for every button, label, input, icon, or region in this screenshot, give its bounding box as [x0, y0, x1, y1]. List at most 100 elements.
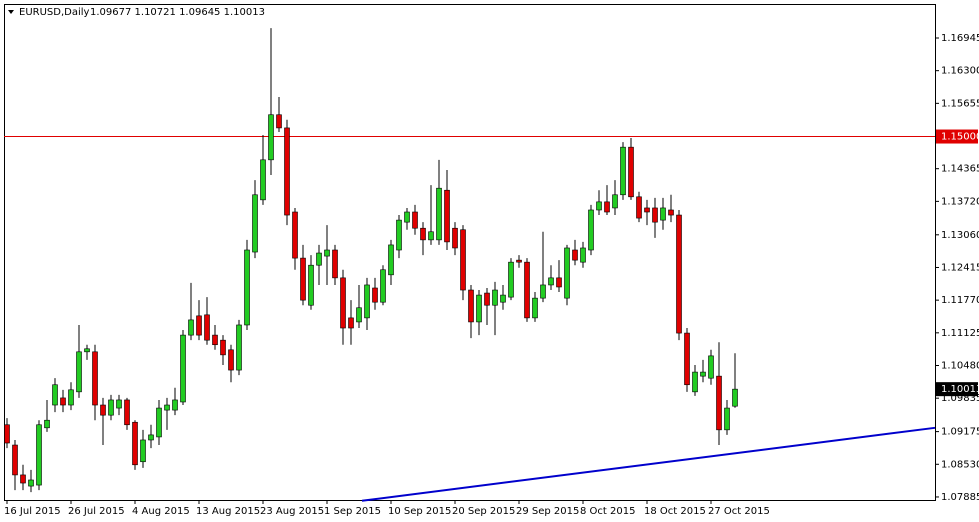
candle-body: [516, 259, 522, 263]
candle-body: [580, 247, 586, 263]
x-tick-label: 29 Sep 2015: [516, 506, 579, 517]
candle-body: [196, 315, 202, 336]
level-label: 1.15000: [941, 132, 979, 143]
candle-body: [644, 207, 650, 213]
candle-body: [476, 294, 482, 323]
candle-body: [92, 351, 98, 406]
candle-body: [36, 424, 42, 486]
candle-body: [76, 351, 82, 393]
candle-body: [100, 404, 106, 416]
candle-body: [388, 244, 394, 276]
candle-body: [604, 201, 610, 213]
candle-body: [172, 399, 178, 411]
y-tick-label: 1.15655: [941, 98, 979, 109]
candle-body: [340, 277, 346, 329]
y-tick-label: 1.14365: [941, 164, 979, 175]
candle-body: [292, 211, 298, 259]
candle-body: [684, 332, 690, 386]
candle-body: [332, 249, 338, 279]
x-tick-label: 16 Jul 2015: [4, 506, 61, 517]
candle-body: [628, 146, 634, 198]
plot-frame: [4, 4, 936, 501]
candle-body: [732, 388, 738, 407]
candle-body: [660, 207, 666, 221]
x-tick-label: 4 Aug 2015: [132, 506, 190, 517]
candle-body: [572, 249, 578, 261]
candle-body: [436, 187, 442, 241]
candle-body: [676, 214, 682, 334]
x-tick-label: 8 Oct 2015: [580, 506, 635, 517]
candle-body: [276, 114, 282, 129]
trendline: [361, 426, 936, 502]
candle-body: [188, 319, 194, 336]
candle-body: [12, 444, 18, 476]
x-tick-label: 1 Sep 2015: [324, 506, 381, 517]
candle-body: [20, 474, 26, 484]
candle-body: [708, 355, 714, 379]
candle-body: [156, 407, 162, 438]
candle-body: [428, 231, 434, 241]
candle-body: [548, 277, 554, 286]
x-tick-label: 27 Oct 2015: [708, 506, 770, 517]
candle-body: [268, 114, 274, 161]
candle-body: [404, 211, 410, 223]
candle-body: [284, 127, 290, 216]
x-tick-label: 13 Aug 2015: [196, 506, 260, 517]
candle-body: [180, 334, 186, 403]
y-tick-label: 1.09835: [941, 393, 979, 404]
candle-body: [220, 339, 226, 356]
y-tick-label: 1.10480: [941, 361, 979, 372]
candle-body: [396, 219, 402, 251]
x-tick-label: 10 Sep 2015: [388, 506, 451, 517]
last-price-label: 1.10013: [941, 384, 979, 395]
candle-body: [300, 257, 306, 301]
candle-body: [4, 424, 10, 444]
candle-body: [124, 399, 130, 426]
candle-body: [540, 284, 546, 299]
ohlc-info: 1.09677 1.10721 1.09645 1.10013: [90, 7, 265, 18]
candle-body: [228, 349, 234, 371]
y-tick-label: 1.16300: [941, 66, 979, 77]
y-tick-label: 1.13720: [941, 196, 979, 207]
candle-body: [68, 389, 74, 406]
candle-body: [420, 227, 426, 241]
menu-arrow: [8, 10, 14, 14]
candle-body: [620, 146, 626, 196]
candle-body: [316, 252, 322, 266]
candle-body: [108, 399, 114, 416]
candle-body: [244, 249, 250, 326]
candle-body: [308, 264, 314, 306]
candle-body: [348, 317, 354, 329]
x-tick-label: 23 Aug 2015: [260, 506, 324, 517]
candle-body: [364, 284, 370, 319]
candle-body: [212, 334, 218, 346]
candle-body: [508, 261, 514, 298]
x-tick-label: 18 Oct 2015: [644, 506, 706, 517]
candle-body: [444, 189, 450, 243]
candle-body: [324, 249, 330, 257]
candle-body: [596, 201, 602, 211]
candle-body: [164, 404, 170, 411]
candle-body: [372, 287, 378, 303]
candle-body: [452, 227, 458, 249]
x-tick-label: 20 Sep 2015: [452, 506, 515, 517]
y-tick-label: 1.11770: [941, 295, 979, 306]
y-tick-label: 1.12415: [941, 262, 979, 273]
candle-body: [460, 229, 466, 291]
candle-body: [60, 397, 66, 406]
candle-body: [484, 292, 490, 306]
candle-body: [716, 375, 722, 431]
candle-body: [636, 196, 642, 219]
candle-body: [380, 269, 386, 303]
level-label-box: [936, 129, 978, 144]
y-tick-label: 1.16945: [941, 33, 979, 44]
candle-body: [692, 371, 698, 393]
candle-body: [44, 419, 50, 429]
x-tick-label: 26 Jul 2015: [68, 506, 125, 517]
candle-body: [564, 247, 570, 299]
candle-body: [556, 277, 562, 288]
candle-body: [588, 209, 594, 251]
candle-body: [116, 399, 122, 409]
candle-body: [148, 434, 154, 441]
